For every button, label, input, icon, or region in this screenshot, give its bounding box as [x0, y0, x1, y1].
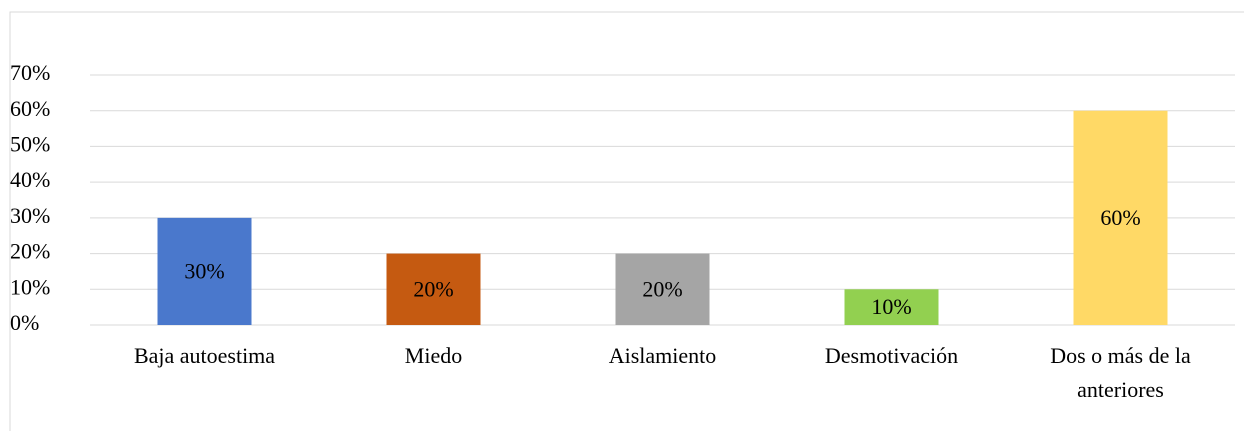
x-tick-label-line: anteriores: [1077, 377, 1164, 402]
data-label: 30%: [184, 258, 224, 283]
x-tick-label: Miedo: [405, 343, 462, 368]
y-tick-label: 60%: [10, 96, 50, 121]
x-tick-label: Baja autoestima: [134, 343, 275, 368]
y-tick-label: 70%: [10, 60, 50, 85]
chart-frame: [9, 11, 1244, 431]
y-tick-label: 40%: [10, 167, 50, 192]
bar: [615, 253, 710, 325]
bar: [844, 289, 939, 325]
x-tick-label: Aislamiento: [609, 343, 717, 368]
data-label: 20%: [413, 276, 453, 301]
y-tick-label: 50%: [10, 131, 50, 156]
y-tick-label: 30%: [10, 203, 50, 228]
data-label: 10%: [871, 294, 911, 319]
x-tick-label-line: Dos o más de la: [1050, 343, 1191, 368]
data-label: 20%: [642, 276, 682, 301]
bar: [386, 253, 481, 325]
x-tick-label: Dos o más de la anteriores: [1050, 343, 1191, 402]
y-tick-label: 10%: [10, 274, 50, 299]
bar: [1073, 110, 1168, 325]
x-tick-label: Desmotivación: [825, 343, 958, 368]
y-tick-label: 20%: [10, 239, 50, 264]
bar: [157, 217, 252, 325]
y-tick-label: 0%: [10, 310, 39, 335]
data-label: 60%: [1100, 205, 1140, 230]
